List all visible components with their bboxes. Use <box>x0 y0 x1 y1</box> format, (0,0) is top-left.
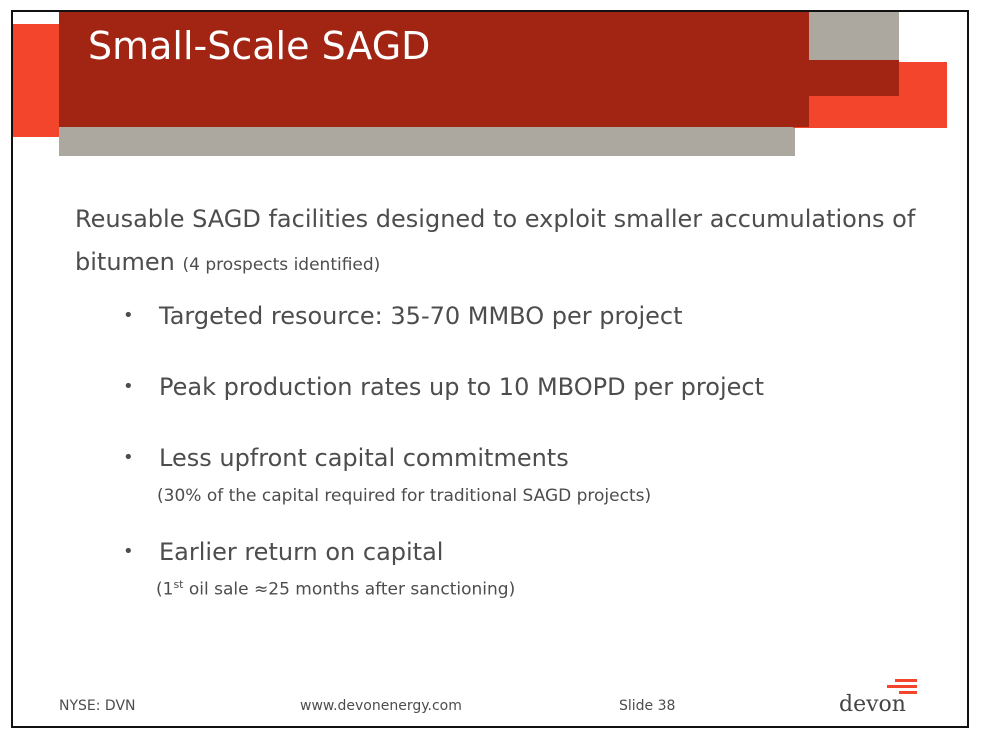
note-sup: st <box>173 578 184 591</box>
bullet-text: Earlier return on capital <box>159 538 444 566</box>
bullet-less-upfront-capital: • Less upfront capital commitments <box>123 444 569 472</box>
bullet-peak-production: • Peak production rates up to 10 MBOPD pe… <box>123 373 764 401</box>
bullet-text: Targeted resource: 35-70 MMBO per projec… <box>159 302 683 330</box>
bullet-dot: • <box>123 304 134 326</box>
note-prefix: (1 <box>156 579 174 600</box>
header-gray-square <box>809 12 899 60</box>
logo-text: devon <box>839 692 906 717</box>
bullet-note-capital: (30% of the capital required for traditi… <box>157 486 652 506</box>
bullet-text: Less upfront capital commitments <box>159 444 569 472</box>
intro-paragraph: Reusable SAGD facilities designed to exp… <box>75 198 935 287</box>
footer-slide-number: Slide 38 <box>619 698 676 714</box>
bullet-earlier-return: • Earlier return on capital <box>123 538 443 566</box>
bullet-dot: • <box>123 375 134 397</box>
slide-title: Small-Scale SAGD <box>88 24 431 68</box>
bullet-dot: • <box>123 540 134 562</box>
devon-logo: devon <box>839 678 919 718</box>
bullet-text: Peak production rates up to 10 MBOPD per… <box>159 373 764 401</box>
logo-stripes-icon <box>887 679 917 694</box>
header-title-band <box>59 12 809 127</box>
header-title-band-ext <box>793 60 899 96</box>
footer-ticker: NYSE: DVN <box>59 698 136 714</box>
bullet-targeted-resource: • Targeted resource: 35-70 MMBO per proje… <box>123 302 683 330</box>
slide: Small-Scale SAGD Reusable SAGD facilitie… <box>11 10 969 728</box>
bullet-dot: • <box>123 446 134 468</box>
bullet-note-oil-sale: (1st oil sale ≈25 months after sanctioni… <box>156 578 515 600</box>
intro-main-text: Reusable SAGD facilities designed to exp… <box>75 205 916 276</box>
intro-note: (4 prospects identified) <box>182 255 381 275</box>
footer-website[interactable]: www.devonenergy.com <box>300 698 462 714</box>
note-rest: oil sale ≈25 months after sanctioning) <box>183 579 516 600</box>
